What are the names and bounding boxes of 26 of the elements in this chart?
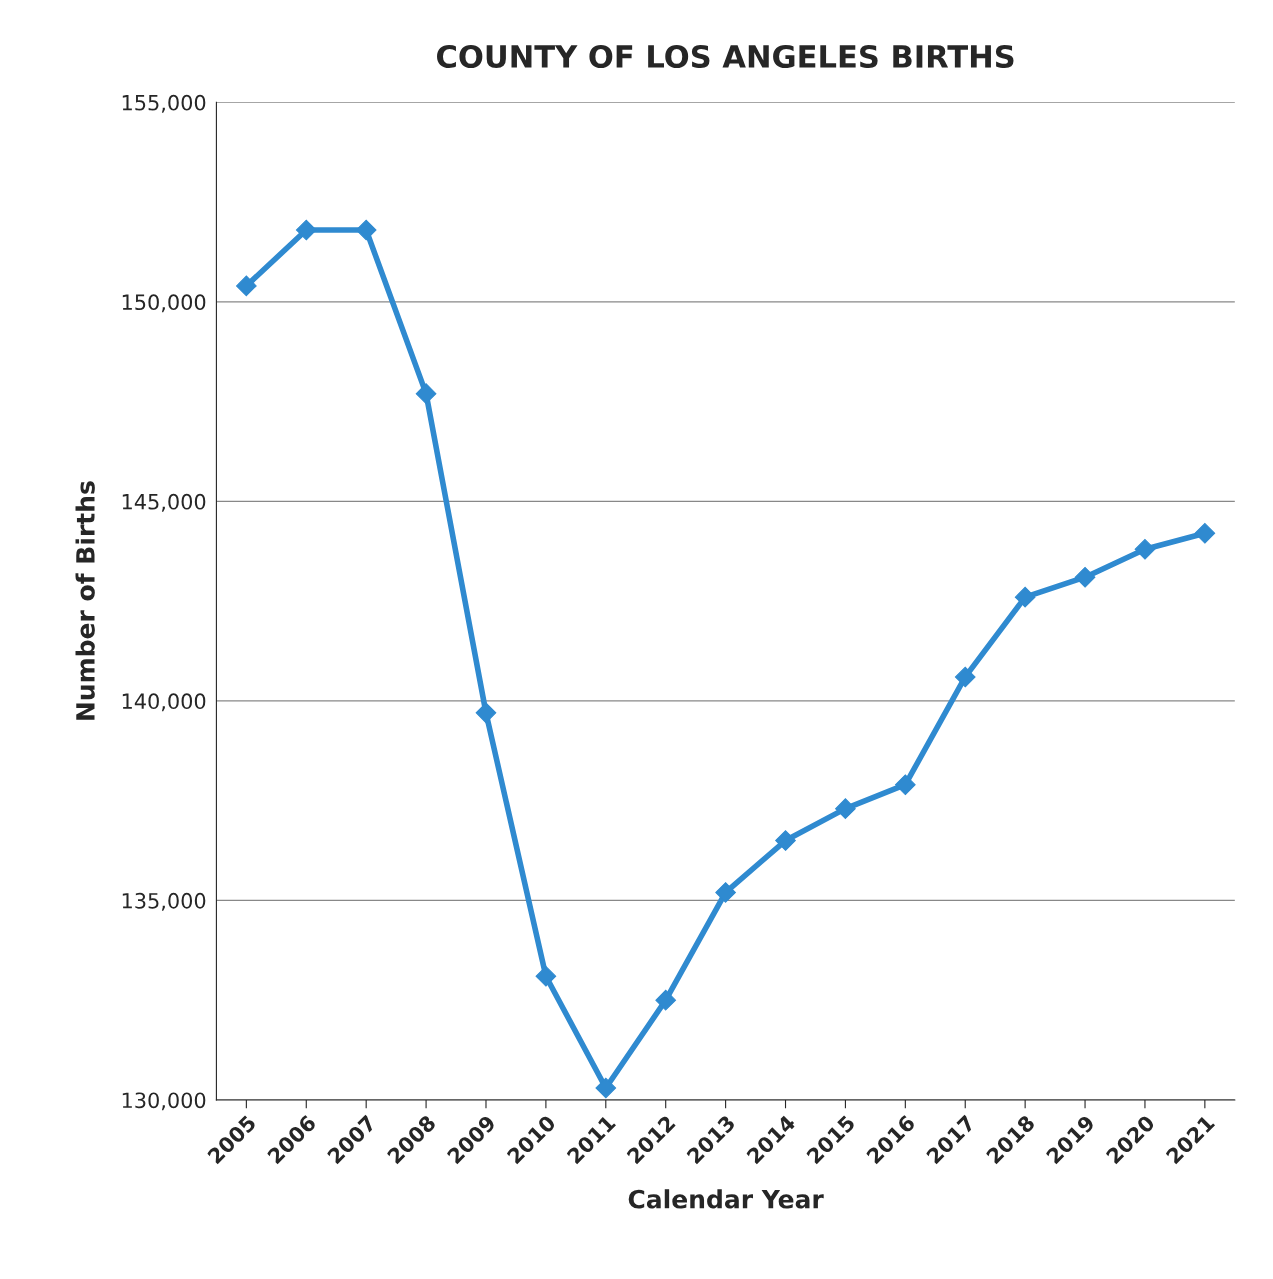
point	[1194, 522, 1216, 544]
point	[236, 275, 257, 297]
y-tick-label: 140,000	[122, 693, 206, 712]
y-tick-label: 145,000	[122, 493, 206, 512]
point	[894, 774, 916, 796]
point	[1014, 586, 1036, 608]
point	[1134, 538, 1156, 560]
point	[415, 383, 437, 404]
y-axis-title: Number of Births	[75, 481, 95, 720]
point	[295, 219, 317, 241]
point	[715, 882, 736, 903]
point	[835, 798, 856, 819]
point	[954, 666, 976, 688]
point	[1074, 566, 1096, 588]
point	[595, 1077, 617, 1099]
y-tick-label: 130,000	[122, 1092, 206, 1111]
y-tick-label: 155,000	[122, 94, 206, 113]
chart-title: COUNTY OF LOS ANGELES BIRTHS	[437, 44, 1014, 69]
point	[655, 989, 677, 1011]
y-tick-label: 135,000	[122, 892, 206, 911]
point	[775, 830, 796, 851]
point	[475, 702, 497, 724]
point	[355, 219, 377, 241]
y-tick-label: 150,000	[122, 294, 206, 313]
point	[535, 965, 557, 987]
x-axis-title: Calendar Year	[628, 1189, 824, 1209]
